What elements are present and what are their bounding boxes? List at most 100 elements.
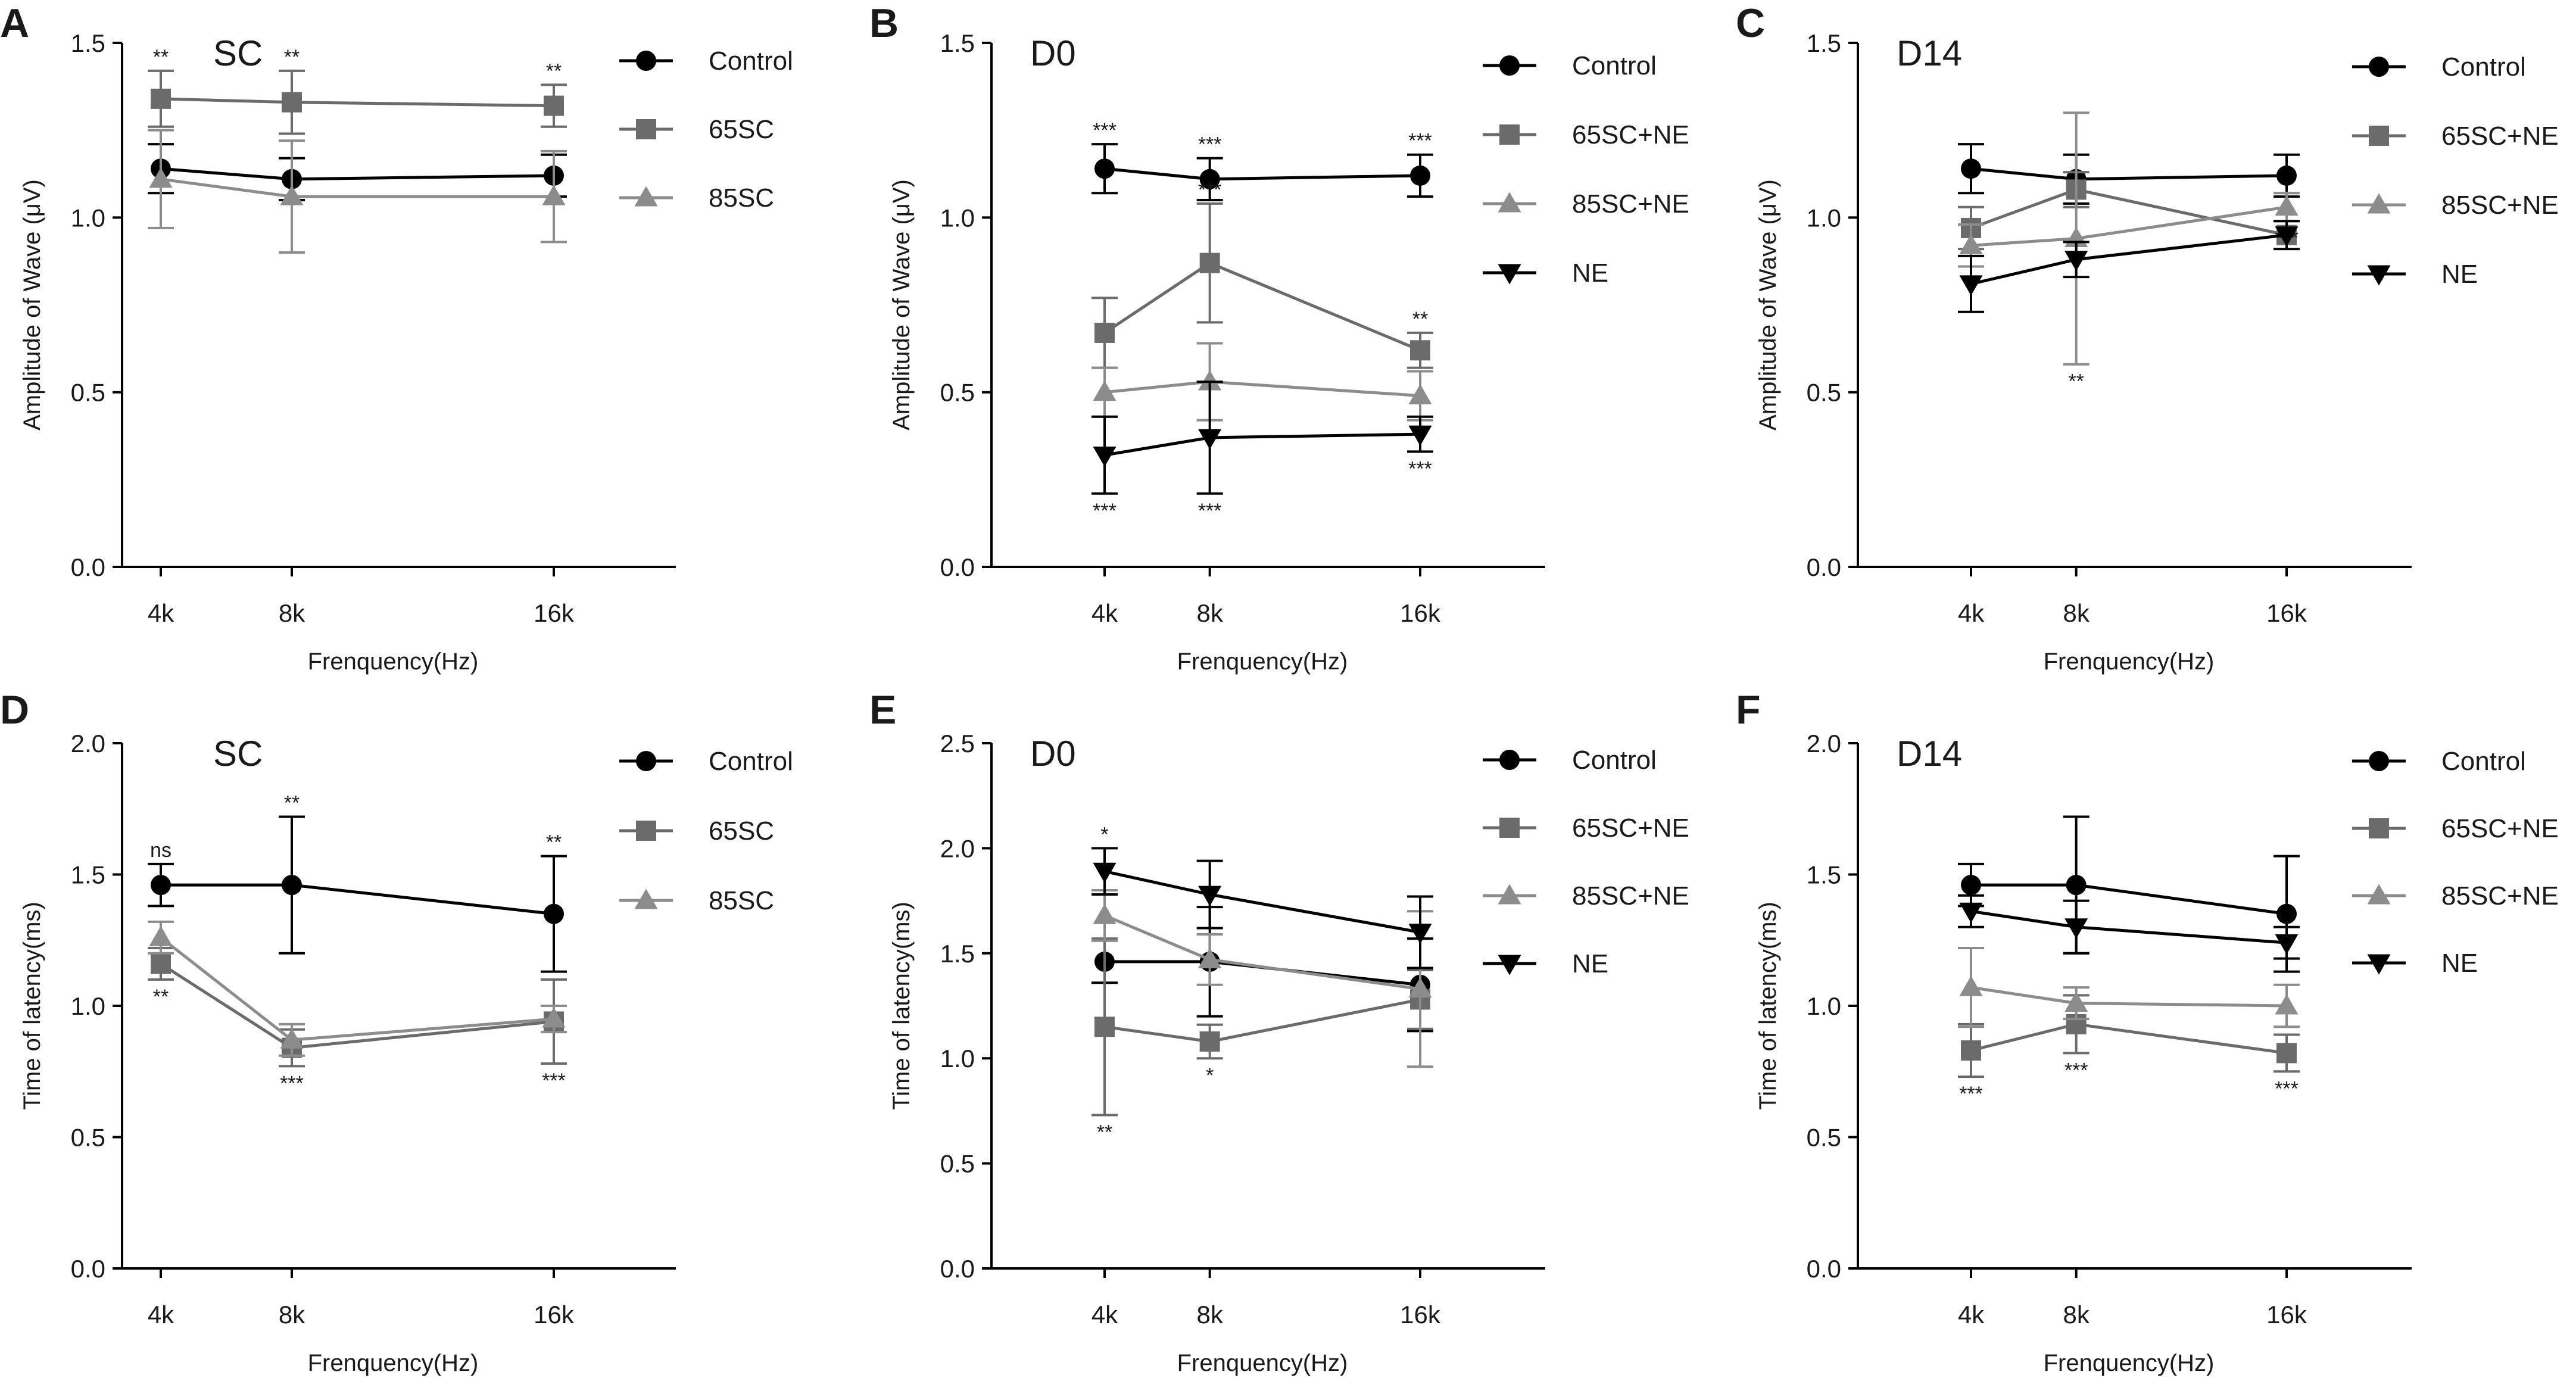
data-point <box>544 903 564 924</box>
x-tick-label: 16k <box>534 1301 575 1329</box>
panel-letter: A <box>0 1 29 46</box>
y-tick-label: 0.5 <box>940 1150 975 1178</box>
legend-label: 65SC <box>709 816 774 846</box>
data-point <box>1093 381 1117 401</box>
significance-label: ** <box>2068 370 2084 393</box>
significance-label: ** <box>1097 1121 1112 1143</box>
legend-label: 65SC+NE <box>1572 120 1689 149</box>
x-tick-label: 8k <box>2063 599 2090 627</box>
x-axis-title: Frenquency(Hz) <box>308 1350 479 1376</box>
data-point <box>2276 903 2297 924</box>
significance-label: *** <box>1408 130 1432 152</box>
significance-label: * <box>1206 1064 1214 1087</box>
legend-label: 85SC+NE <box>1572 881 1689 911</box>
significance-label: *** <box>1198 133 1222 156</box>
significance-label: ** <box>284 46 300 68</box>
y-axis-title: Amplitude of Wave (μV) <box>1755 179 1781 431</box>
data-point <box>1198 429 1222 450</box>
data-point <box>149 167 173 188</box>
x-tick-label: 8k <box>1196 1301 1223 1329</box>
legend: Control 65SC+NE 85SC+NE NE <box>1483 51 1689 288</box>
legend-marker <box>2369 751 2389 771</box>
series-65sc-ne: ***** <box>1091 179 1433 369</box>
legend-marker <box>2369 126 2389 146</box>
series-control <box>1958 143 2300 205</box>
y-tick-label: 0.0 <box>940 1255 975 1283</box>
legend-label: NE <box>1572 258 1608 288</box>
legend-marker <box>2367 954 2391 975</box>
panel-title: SC <box>213 33 263 73</box>
panel-title: D14 <box>1897 734 1962 774</box>
y-tick-label: 1.0 <box>940 204 975 232</box>
series-line <box>1104 914 1421 991</box>
series-ne: * <box>1091 823 1433 969</box>
x-tick-label: 4k <box>1091 599 1118 627</box>
legend-label: 65SC <box>709 115 774 144</box>
legend-marker <box>2369 57 2389 77</box>
data-point <box>1959 233 1983 254</box>
legend-label: Control <box>709 46 793 76</box>
legend: Control 65SC+NE 85SC+NE NE <box>1483 746 1689 978</box>
significance-label: *** <box>1198 179 1222 201</box>
series-85sc <box>148 920 567 1057</box>
significance-label: *** <box>542 1070 566 1092</box>
legend-marker <box>1499 55 1520 76</box>
y-axis-title: Time of latency(ms) <box>19 902 45 1110</box>
series-control: ns ** ** <box>148 791 567 973</box>
data-point <box>2275 934 2299 955</box>
data-point <box>1198 947 1222 968</box>
significance-label: ** <box>546 60 562 82</box>
series-line <box>160 167 554 181</box>
x-tick-label: 4k <box>148 599 174 627</box>
y-tick-label: 0.5 <box>71 379 105 407</box>
x-tick-label: 16k <box>2266 1301 2307 1329</box>
data-point <box>1093 903 1117 924</box>
panel-e: E D0 0.0 0.5 1.0 1.5 2.0 2.5 4k 8k 16k Frenquency(H… <box>869 687 1689 1376</box>
x-tick-label: 8k <box>1196 599 1223 627</box>
x-tick-label: 16k <box>1400 599 1441 627</box>
data-point <box>149 925 173 946</box>
significance-label: * <box>1100 823 1108 846</box>
data-point <box>2064 918 2088 939</box>
data-point <box>1961 158 1981 179</box>
x-tick-label: 8k <box>279 599 305 627</box>
data-point <box>1094 1017 1115 1037</box>
panel-title: D14 <box>1897 33 1962 73</box>
data-point <box>1199 169 1220 189</box>
data-point <box>2276 165 2297 186</box>
data-point <box>1410 165 1430 186</box>
data-point <box>1093 446 1117 467</box>
series-ne <box>1958 220 2300 313</box>
data-point <box>1961 875 1981 896</box>
legend-marker <box>1498 884 1521 905</box>
y-axis-title: Time of latency(ms) <box>1755 902 1781 1110</box>
y-tick-label: 1.0 <box>940 1045 975 1073</box>
legend-marker <box>1499 124 1520 145</box>
data-point <box>1408 425 1432 446</box>
panel-letter: E <box>869 687 896 732</box>
series-control <box>148 143 567 201</box>
series-line <box>1970 909 2287 944</box>
legend-label: NE <box>2441 260 2478 289</box>
y-tick-label: 1.5 <box>1807 861 1841 889</box>
x-tick-label: 4k <box>1958 1301 1985 1329</box>
data-point <box>1408 924 1432 944</box>
data-point <box>151 953 171 974</box>
significance-label: ** <box>284 791 300 814</box>
data-point <box>2276 1043 2297 1064</box>
series-85sc-ne <box>1091 888 1433 1068</box>
data-point <box>1198 886 1222 906</box>
data-point <box>282 875 302 896</box>
data-point <box>544 95 564 116</box>
data-point <box>1199 1031 1220 1052</box>
significance-label: ** <box>153 986 169 1008</box>
series-line <box>1970 1022 2287 1055</box>
y-axis-title: Time of latency(ms) <box>888 902 915 1110</box>
series-ne: *** *** *** <box>1091 381 1433 522</box>
data-point <box>1961 1040 1981 1061</box>
series-85sc <box>148 129 567 254</box>
legend-marker <box>1499 750 1520 770</box>
significance-label: *** <box>1093 119 1117 142</box>
panel-title: D0 <box>1030 33 1076 73</box>
